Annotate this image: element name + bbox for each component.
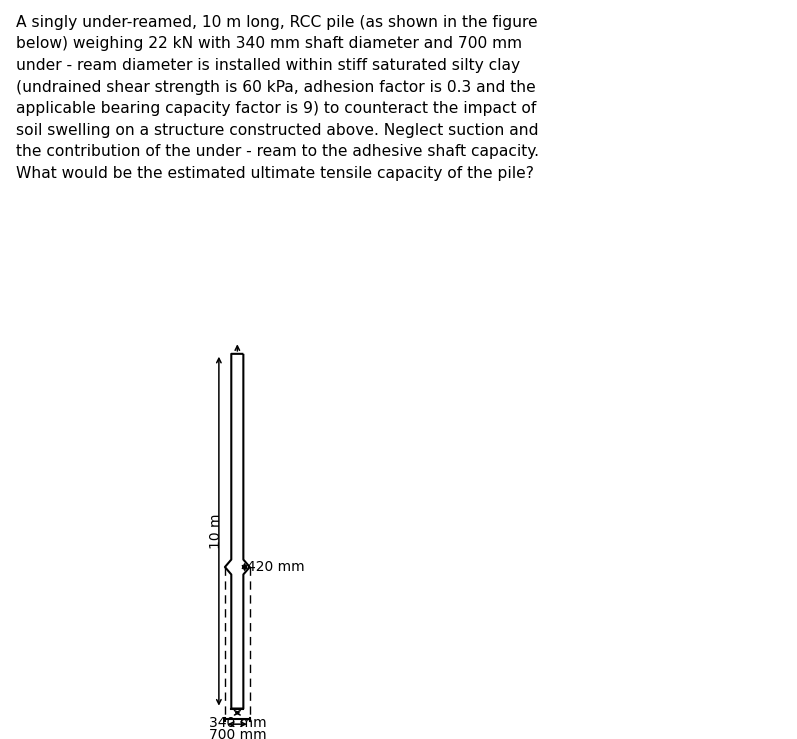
Text: A singly under-reamed, 10 m long, RCC pile (as shown in the figure
below) weighi: A singly under-reamed, 10 m long, RCC pi… bbox=[16, 15, 539, 181]
Text: 10 m: 10 m bbox=[210, 514, 223, 549]
Text: 340 mm: 340 mm bbox=[209, 716, 266, 730]
Polygon shape bbox=[225, 354, 249, 709]
Text: 420 mm: 420 mm bbox=[247, 560, 304, 574]
Text: 700 mm: 700 mm bbox=[209, 728, 266, 739]
